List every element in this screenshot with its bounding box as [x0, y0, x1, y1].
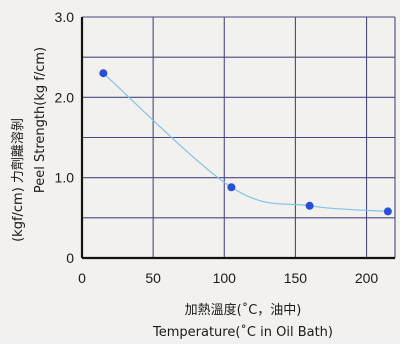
y-axis-label: (kgf/cm) 力劑離溶剝 [10, 118, 26, 242]
data-point [99, 69, 108, 78]
grid [82, 16, 396, 258]
x-tick-label: 50 [145, 270, 161, 286]
y-axis-label-en: Peel Strength(kg f/cm) [33, 47, 48, 193]
y-tick-labels: 0 1.0 2.0 3.0 [55, 9, 75, 266]
x-axis-label: 加熱溫度(˚C，油中) [185, 302, 302, 318]
data-points [99, 69, 392, 216]
y-tick-label: 2.0 [55, 89, 75, 105]
x-tick-label: 100 [213, 270, 237, 286]
data-point [305, 201, 314, 210]
y-tick-label: 3.0 [55, 9, 75, 25]
data-point [227, 183, 236, 192]
x-tick-label: 150 [284, 270, 308, 286]
y-tick-label: 1.0 [55, 170, 75, 186]
x-tick-label: 200 [355, 270, 379, 286]
x-tick-labels: 0 50 100 150 200 [78, 270, 378, 286]
data-point [383, 207, 392, 216]
x-tick-label: 0 [78, 270, 86, 286]
axes [80, 17, 395, 260]
x-axis-label-en: Temperature(˚C in Oil Bath) [152, 324, 333, 340]
y-tick-label: 0 [66, 250, 74, 266]
trend-curve [102, 72, 388, 213]
